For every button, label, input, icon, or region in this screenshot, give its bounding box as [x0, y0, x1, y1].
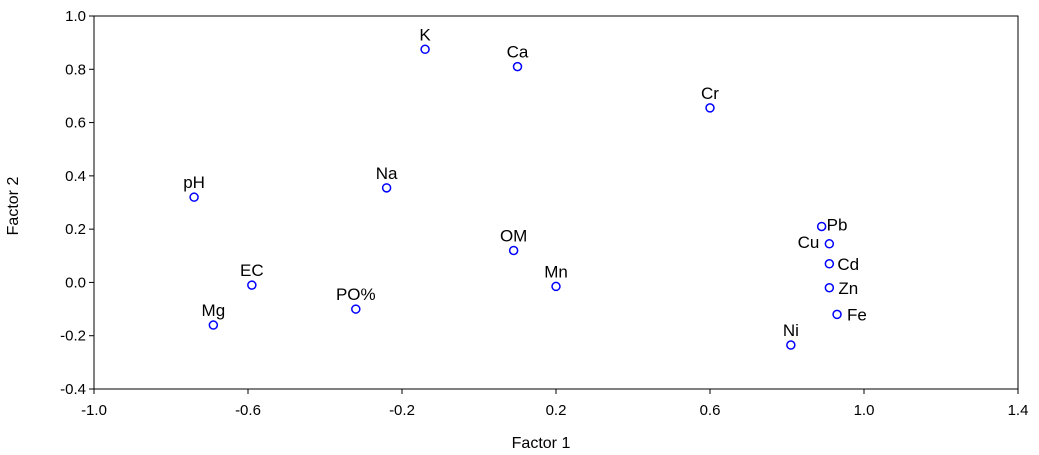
point-marker-po: [351, 304, 361, 314]
x-tick-label: -0.2: [389, 402, 415, 419]
point-marker-ph: [189, 192, 199, 202]
point-marker-mg: [208, 320, 219, 330]
y-tick-label: 0.2: [65, 221, 86, 238]
point-label-mn: Mn: [544, 262, 568, 281]
plot-frame: [93, 15, 1019, 390]
point-marker-ec: [247, 280, 257, 290]
x-tick-label: 0.6: [700, 402, 721, 419]
y-axis-ticks: 1.0 0.8 0.6 0.4 0.2 0.0 -0.2 -0.4: [60, 8, 94, 398]
point-label-cr: Cr: [701, 84, 719, 103]
y-tick-label: 0.8: [65, 61, 86, 78]
y-tick-label: 0.4: [65, 168, 86, 185]
y-tick-label: 0.0: [65, 274, 86, 291]
y-axis-title: Factor 2: [5, 177, 22, 236]
point-marker-fe: [832, 309, 842, 320]
point-marker-na: [381, 183, 392, 193]
point-marker-zn: [824, 283, 835, 293]
point-marker-cr: [705, 103, 715, 113]
point-label-ec: EC: [240, 261, 264, 280]
point-label-om: OM: [500, 226, 527, 245]
point-label-ph: pH: [183, 173, 205, 192]
y-tick-label: -0.4: [60, 381, 86, 398]
x-tick-label: 1.0: [854, 402, 875, 419]
point-label-cd: Cd: [837, 255, 859, 274]
point-label-cu: Cu: [798, 233, 820, 252]
data-points: K Ca Cr pH Na OM Mn EC PO% Mg Pb Cu Cd Zn Fe Ni: [183, 25, 867, 350]
point-marker-cu: [824, 239, 835, 249]
point-marker-cd: [824, 259, 835, 269]
y-tick-label: 1.0: [65, 8, 86, 25]
point-marker-k: [420, 44, 430, 55]
y-tick-label: 0.6: [65, 115, 86, 132]
x-axis-title: Factor 1: [512, 435, 571, 452]
point-marker-om: [508, 245, 519, 256]
x-tick-label: -0.6: [235, 402, 261, 419]
point-label-pb: Pb: [827, 215, 848, 234]
x-axis-ticks: -1.0 -0.6 -0.2 0.2 0.6 1.0 1.4: [81, 389, 1028, 419]
point-label-po: PO%: [336, 285, 376, 304]
point-label-ni: Ni: [783, 321, 799, 340]
point-label-fe: Fe: [847, 305, 867, 324]
point-marker-ni: [786, 340, 796, 350]
x-tick-label: 0.2: [546, 402, 567, 419]
point-marker-pb: [816, 221, 827, 232]
point-marker-mn: [551, 281, 561, 292]
point-label-mg: Mg: [202, 301, 226, 320]
point-label-ca: Ca: [507, 43, 529, 62]
y-tick-label: -0.2: [60, 328, 86, 345]
point-label-na: Na: [376, 164, 398, 183]
point-marker-ca: [512, 61, 523, 72]
x-tick-label: -1.0: [81, 402, 107, 419]
point-label-zn: Zn: [838, 279, 858, 298]
point-label-k: K: [419, 25, 431, 44]
x-tick-label: 1.4: [1008, 402, 1029, 419]
